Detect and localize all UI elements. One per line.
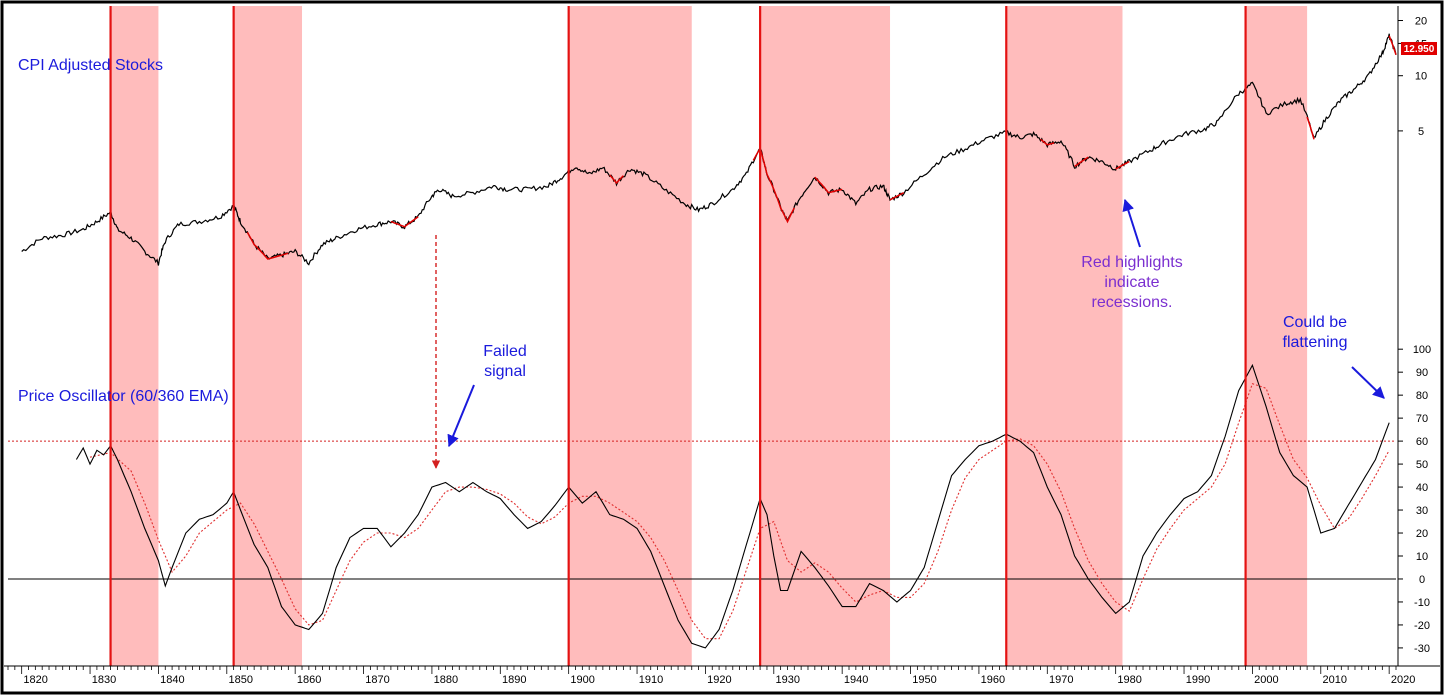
right-axis-panel (1398, 6, 1438, 666)
bottom-y-tick-label--20: -20 (1414, 620, 1430, 632)
series-layer (21, 33, 1397, 649)
recession-highlight-1936 (814, 176, 843, 194)
recession-band-1999 (1245, 6, 1308, 666)
bottom-y-tick-label-10: 10 (1416, 551, 1428, 563)
x-tick-label-1880: 1880 (434, 674, 458, 686)
x-tick-label-1850: 1850 (229, 674, 253, 686)
x-tick-label-1920: 1920 (707, 674, 731, 686)
recession-highlight-2008 (1306, 116, 1315, 140)
bottom-y-tick-label--10: -10 (1414, 597, 1430, 609)
top-y-tick-label-5: 5 (1418, 126, 1424, 138)
bottom-y-tick-label-60: 60 (1416, 436, 1428, 448)
recession-band-1833 (110, 6, 159, 666)
failed-signal-line-1: Failed (483, 343, 527, 360)
recession-note: Red highlights indicate recessions. (1081, 198, 1183, 311)
bottom-y-tick-label-50: 50 (1416, 459, 1428, 471)
x-tick-label-1950: 1950 (912, 674, 936, 686)
failed-signal-line-2: signal (484, 363, 526, 380)
flattening-line-1: Could be (1283, 314, 1347, 331)
oscillator-signal-line (89, 383, 1390, 640)
bottom-y-tick-label-40: 40 (1416, 482, 1428, 494)
recession-note-line-2: indicate (1104, 274, 1159, 291)
bottom-y-tick-label-20: 20 (1416, 528, 1428, 540)
x-tick-label-2010: 2010 (1323, 674, 1347, 686)
recession-highlight-1969 (1040, 138, 1055, 146)
bottom-y-tick-label-100: 100 (1413, 344, 1431, 356)
recession-highlight-1874 (390, 216, 419, 228)
x-tick-label-1840: 1840 (160, 674, 184, 686)
x-tick-label-2020: 2020 (1391, 674, 1415, 686)
bottom-panel-title: Price Oscillator (60/360 EMA) (18, 388, 229, 405)
top-y-tick-label-20: 20 (1415, 16, 1427, 28)
x-tick-label-1900: 1900 (570, 674, 594, 686)
bottom-y-tick-label-0: 0 (1419, 574, 1425, 586)
recession-note-line-3: recessions. (1092, 294, 1173, 311)
recession-band-1900 (568, 6, 692, 666)
recession-band-1928 (760, 6, 891, 666)
x-tick-label-1990: 1990 (1186, 674, 1210, 686)
x-axis: 1820 1830 1840 1850 1860 1870 1880 1890 1900 1910… (4, 665, 1440, 686)
reference-lines (8, 440, 1396, 580)
top-y-tick-label-10: 10 (1415, 71, 1427, 83)
x-tick-label-1940: 1940 (844, 674, 868, 686)
x-tick-label-1820: 1820 (23, 674, 47, 686)
x-tick-label-2000: 2000 (1254, 674, 1278, 686)
x-tick-label-1830: 1830 (92, 674, 116, 686)
failed-signal-arrow (447, 384, 475, 448)
x-tick-label-1930: 1930 (776, 674, 800, 686)
x-tick-label-1960: 1960 (981, 674, 1005, 686)
recession-band-1964 (1006, 6, 1123, 666)
x-tick-label-1980: 1980 (1117, 674, 1141, 686)
x-tick-label-1890: 1890 (502, 674, 526, 686)
signal-lines (109, 6, 1247, 666)
bottom-y-tick-label-90: 90 (1416, 367, 1428, 379)
recession-highlight-1906 (609, 174, 624, 185)
recession-highlight-1947 (889, 192, 905, 201)
x-tick-label-1870: 1870 (365, 674, 389, 686)
failed-signal-note: Failed signal (431, 235, 527, 469)
x-tick-label-1860: 1860 (297, 674, 321, 686)
bottom-y-tick-label-80: 80 (1416, 390, 1428, 402)
flattening-note: Could be flattening (1283, 314, 1385, 399)
bottom-y-tick-label--30: -30 (1414, 643, 1430, 655)
last-value-label: 12.950 (1404, 44, 1435, 55)
last-value-box (1401, 42, 1437, 55)
bottom-y-tick-label-30: 30 (1416, 505, 1428, 517)
recession-bands (110, 6, 1308, 666)
recession-highlight-1853 (246, 231, 289, 260)
recession-band-1851 (233, 6, 303, 666)
recession-highlight-2020 (1388, 35, 1397, 56)
x-tick-label-1970: 1970 (1049, 674, 1073, 686)
flattening-arrow (1351, 366, 1385, 399)
recession-note-arrow (1122, 198, 1141, 248)
recession-highlight-1974 (1074, 156, 1089, 168)
recession-highlight-1980 (1115, 160, 1130, 170)
flattening-line-2: flattening (1283, 334, 1348, 351)
oscillator-line (75, 363, 1390, 649)
bottom-y-tick-label-70: 70 (1416, 413, 1428, 425)
top-panel-title: CPI Adjusted Stocks (18, 57, 163, 74)
cpi-adjusted-stocks-line (21, 33, 1397, 266)
bottom-y-axis: -30 -20 -10 0 10 20 30 40 50 60 70 80 90 100 (1398, 344, 1431, 655)
x-tick-label-1910: 1910 (639, 674, 663, 686)
recession-note-line-1: Red highlights (1081, 254, 1182, 271)
